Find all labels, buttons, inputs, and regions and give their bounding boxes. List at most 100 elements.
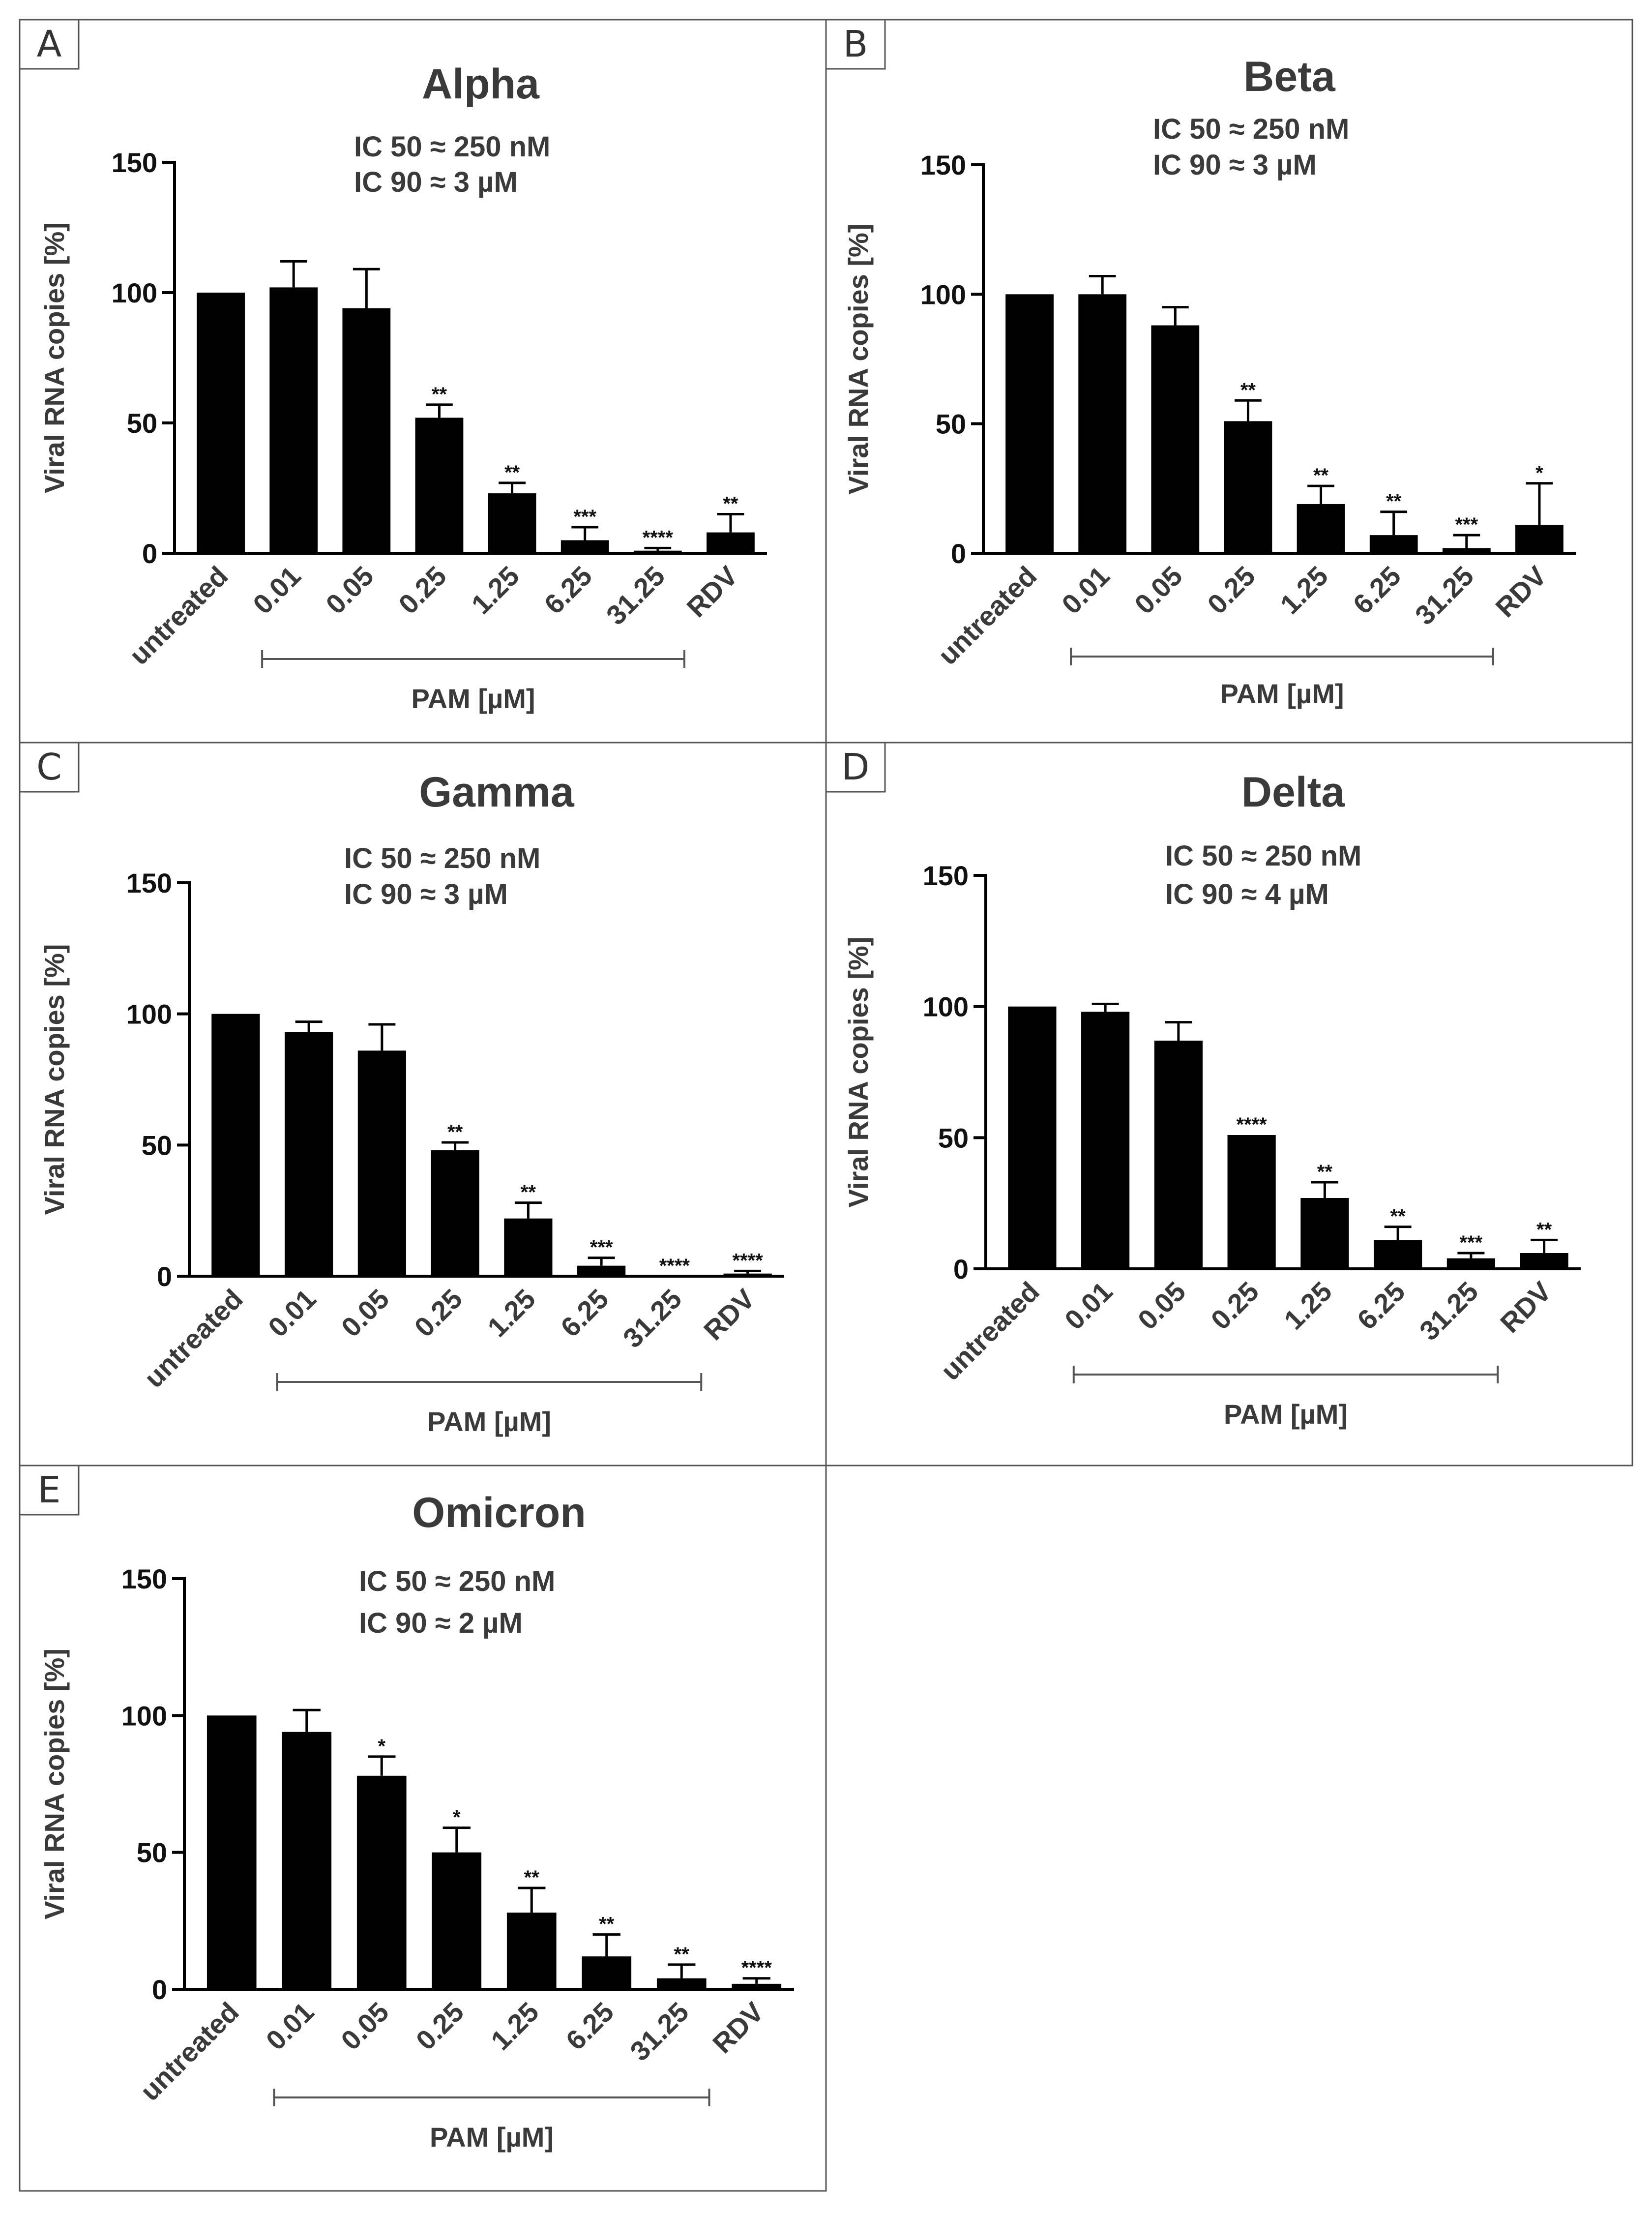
panel-letter-box <box>19 1465 80 1516</box>
x-tick-label: RDV <box>698 1283 761 1346</box>
y-tick-label: 50 <box>127 408 157 439</box>
y-tick-label: 150 <box>126 868 172 898</box>
bar-c-4 <box>504 1218 553 1276</box>
x-tick-label: 0.25 <box>408 1283 468 1343</box>
y-axis-label: Viral RNA copies [%] <box>39 222 70 493</box>
x-tick-label: 0.01 <box>260 1996 320 2056</box>
group-label: PAM [µM] <box>1220 678 1344 709</box>
chart-title: Delta <box>1241 769 1345 816</box>
bar-b-0 <box>1005 294 1054 553</box>
significance-label: ** <box>524 1867 540 1888</box>
ic50-annotation: IC 50 ≈ 250 nM <box>1153 113 1349 145</box>
bar-b-1 <box>1078 294 1127 553</box>
x-tick-label: untreated <box>138 1283 249 1394</box>
significance-label: ** <box>1386 491 1402 512</box>
bar-e-1 <box>282 1732 332 1989</box>
panel-letter-box <box>825 19 886 70</box>
significance-label: ** <box>1390 1206 1406 1227</box>
ic50-annotation: IC 50 ≈ 250 nM <box>344 842 540 874</box>
x-tick-label: 6.25 <box>538 560 598 620</box>
panel-e: E Omicron IC 50 ≈ 250 nM IC 90 ≈ 2 µM 0 50 100… <box>19 1465 827 2192</box>
significance-label: *** <box>573 506 596 528</box>
significance-label: ** <box>599 1914 615 1935</box>
y-axis-label: Viral RNA copies [%] <box>39 944 70 1215</box>
bar-a-6 <box>633 550 682 553</box>
x-tick-label: 1.25 <box>481 1283 541 1343</box>
y-tick-label: 50 <box>142 1130 172 1161</box>
significance-label: ** <box>723 493 738 515</box>
y-tick-label: 0 <box>951 538 966 569</box>
bar-a-4 <box>488 493 536 553</box>
x-tick-label: 1.25 <box>1278 1276 1338 1336</box>
significance-label: ** <box>521 1182 536 1203</box>
significance-label: ** <box>1313 465 1329 486</box>
y-axis-label: Viral RNA copies [%] <box>843 937 874 1208</box>
significance-label: * <box>1535 462 1543 484</box>
significance-label: ** <box>1317 1161 1333 1183</box>
bar-a-5 <box>560 540 609 553</box>
bar-e-2 <box>356 1775 407 1989</box>
x-tick-label: 0.01 <box>247 560 307 620</box>
x-tick-label: 6.25 <box>555 1283 615 1343</box>
chart-title: Alpha <box>422 60 540 108</box>
x-tick-label: 0.05 <box>1132 1276 1192 1336</box>
y-tick-label: 0 <box>157 1261 172 1292</box>
bar-c-1 <box>285 1032 333 1276</box>
x-tick-label: 0.25 <box>1205 1276 1265 1336</box>
x-tick-label: untreated <box>134 1996 245 2107</box>
significance-label: *** <box>1455 514 1478 536</box>
y-tick-label: 100 <box>126 999 172 1030</box>
significance-label: ** <box>504 462 520 483</box>
ic90-annotation: IC 90 ≈ 3 µM <box>344 878 508 910</box>
bar-e-0 <box>206 1715 257 1989</box>
bar-d-6 <box>1446 1258 1495 1269</box>
x-tick-label: 0.01 <box>1056 560 1116 620</box>
x-tick-label: 31.25 <box>600 560 671 631</box>
bar-a-7 <box>707 532 755 553</box>
bar-d-2 <box>1154 1041 1203 1269</box>
x-tick-label: 31.25 <box>1414 1276 1484 1347</box>
x-tick-label: 0.25 <box>410 1996 470 2056</box>
panel-c: C Gamma IC 50 ≈ 250 nM IC 90 ≈ 3 µM 0 50 100 15… <box>19 742 827 1467</box>
panel-frame <box>825 742 1633 1467</box>
y-tick-label: 50 <box>938 1122 969 1153</box>
bar-b-4 <box>1297 504 1345 553</box>
panel-letter: B <box>843 23 868 65</box>
x-tick-label: RDV <box>1489 560 1552 623</box>
significance-label: **** <box>643 527 674 548</box>
y-tick-label: 0 <box>142 538 157 569</box>
chart-title: Beta <box>1243 53 1336 100</box>
significance-label: ** <box>1240 379 1256 401</box>
x-tick-label: 0.05 <box>335 1283 395 1343</box>
bar-d-7 <box>1520 1253 1568 1269</box>
bar-e-5 <box>582 1956 632 1989</box>
significance-label: ** <box>1536 1219 1552 1240</box>
y-tick-label: 150 <box>112 147 157 178</box>
y-tick-label: 100 <box>923 991 969 1022</box>
x-tick-label: untreated <box>932 560 1043 671</box>
x-tick-label: 31.25 <box>1409 560 1480 631</box>
significance-label: * <box>453 1807 461 1828</box>
ic90-annotation: IC 90 ≈ 3 µM <box>354 166 518 198</box>
bar-b-6 <box>1442 548 1491 553</box>
x-tick-label: RDV <box>1494 1276 1557 1339</box>
ic90-annotation: IC 90 ≈ 2 µM <box>359 1607 523 1639</box>
significance-label: ** <box>674 1944 690 1965</box>
bar-d-0 <box>1008 1006 1057 1269</box>
y-tick-label: 100 <box>121 1700 167 1731</box>
bar-c-5 <box>577 1265 626 1276</box>
x-tick-label: 1.25 <box>485 1996 545 2056</box>
x-tick-label: 0.05 <box>320 560 380 620</box>
bar-a-2 <box>342 308 391 553</box>
bar-c-6 <box>650 1275 699 1276</box>
x-tick-label: 0.25 <box>1201 560 1261 620</box>
bar-d-4 <box>1300 1198 1349 1269</box>
y-tick-label: 100 <box>920 279 966 310</box>
y-tick-label: 150 <box>121 1563 167 1594</box>
chart-title: Gamma <box>419 769 575 816</box>
y-tick-label: 0 <box>953 1254 969 1285</box>
bar-e-6 <box>656 1978 707 1989</box>
significance-label: **** <box>1236 1114 1267 1136</box>
bar-b-5 <box>1369 535 1418 553</box>
